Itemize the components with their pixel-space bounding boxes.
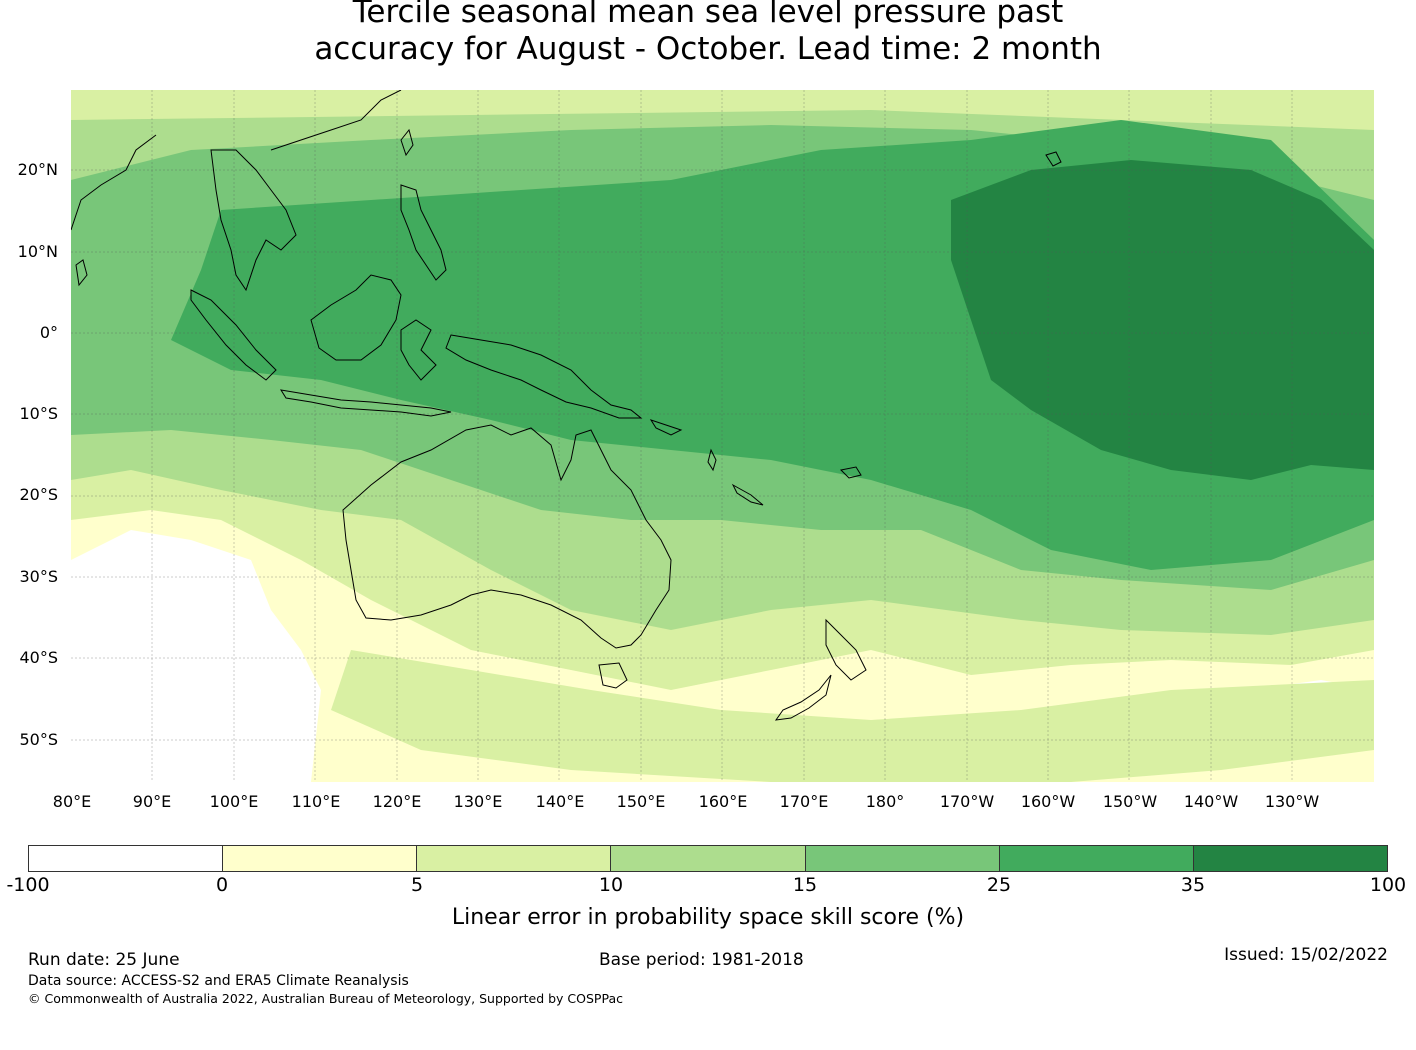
vanuatu-coastline [707,448,717,472]
lat-label-30s: 30°S [19,567,58,586]
lon-label-90e: 90°E [132,792,172,811]
lat-label-20n: 20°N [17,160,58,179]
colorbar-tick: 100 [1369,874,1407,896]
colorbar-tick: 5 [410,874,424,896]
colorbar-segment [1193,846,1387,871]
colorbar-tick: -100 [6,874,50,896]
colorbar [28,845,1388,872]
colorbar-segment [29,846,224,871]
issued-date: Issued: 15/02/2022 [1224,945,1388,965]
lon-label-130w: 130°W [1264,792,1320,811]
hawaii-coastline [1045,151,1062,167]
lon-label-120e: 120°E [372,792,422,811]
lat-label-50s: 50°S [19,730,58,749]
taiwan-coastline [400,128,414,157]
new-guinea-coastline [445,334,643,419]
colorbar-segment [417,846,612,871]
java-coastline [279,389,452,417]
colorbar-segment [223,846,418,871]
skill-5-10-south [331,650,1374,782]
lon-label-170w: 170°W [939,792,995,811]
lon-label-150e: 150°E [616,792,666,811]
lon-label-160w: 160°W [1020,792,1076,811]
sumatra-coastline [190,289,277,381]
copyright: © Commonwealth of Australia 2022, Austra… [28,991,623,1006]
solomon-coastline [649,419,683,436]
lon-label-80e: 80°E [52,792,92,811]
colorbar-segment [805,846,1000,871]
title-line-1: Tercile seasonal mean sea level pressure… [352,0,1064,30]
lon-label-110e: 110°E [291,792,341,811]
colorbar-tick: 25 [986,874,1012,896]
lon-label-180: 180° [865,792,905,811]
indochina-coastline [210,149,297,292]
lon-label-100e: 100°E [209,792,259,811]
title-line-2: accuracy for August - October. Lead time… [314,31,1102,67]
china-coastline [270,90,402,151]
india-coastline [71,134,157,231]
colorbar-tick: 15 [792,874,818,896]
colorbar-segment [999,846,1194,871]
nz-north-coastline [825,618,867,681]
lon-label-140e: 140°E [535,792,585,811]
australia-coastline [342,424,672,649]
lon-label-140w: 140°W [1183,792,1239,811]
lon-label-170e: 170°E [779,792,829,811]
lon-label-160e: 160°E [698,792,748,811]
negative-skill-area-sw [71,530,321,782]
nz-south-coastline [774,674,832,721]
coastlines [71,90,1062,721]
run-date: Run date: 25 June [28,950,180,970]
new-caledonia-coastline [731,483,764,506]
data-source: Data source: ACCESS-S2 and ERA5 Climate … [28,973,409,989]
lat-label-20s: 20°S [19,485,58,504]
colorbar-segment [611,846,806,871]
lat-label-10s: 10°S [19,404,58,423]
skill-35-100-core [951,160,1374,480]
fiji-coastline [839,466,862,479]
colorbar-tick: 10 [598,874,624,896]
philippines-coastline [400,184,447,281]
lon-label-130e: 130°E [453,792,503,811]
borneo-coastline [310,274,402,361]
skill-score-map [71,90,1374,782]
base-period: Base period: 1981-2018 [599,950,804,970]
colorbar-tick: 35 [1180,874,1206,896]
lat-label-0: 0° [39,323,58,342]
lat-label-40s: 40°S [19,648,58,667]
colorbar-label: Linear error in probability space skill … [451,905,965,930]
chart-title: Tercile seasonal mean sea level pressure… [0,0,1416,68]
tasmania-coastline [598,662,628,689]
graticule [71,90,1374,782]
lon-label-150w: 150°W [1102,792,1158,811]
lat-label-10n: 10°N [17,242,58,261]
sri-lanka-coastline [75,259,88,287]
colorbar-tick: 0 [215,874,229,896]
sulawesi-coastline [400,319,437,381]
